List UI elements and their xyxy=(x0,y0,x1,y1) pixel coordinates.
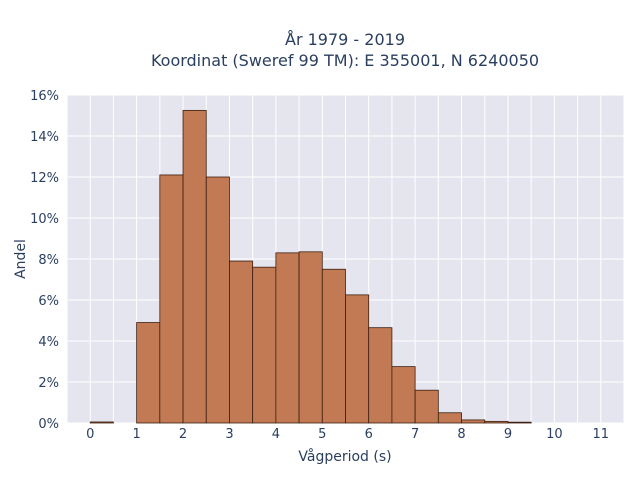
x-tick-label: 0 xyxy=(86,427,94,442)
histogram-bar xyxy=(437,412,462,424)
x-tick-label: 5 xyxy=(318,427,326,442)
histogram-bar xyxy=(136,322,161,424)
x-tick-label: 3 xyxy=(225,427,233,442)
histogram-bar xyxy=(345,294,370,424)
bars xyxy=(89,109,532,424)
y-tick-label: 16% xyxy=(30,89,59,104)
y-tick-label: 8% xyxy=(38,253,59,268)
y-tick-label: 12% xyxy=(30,171,59,186)
histogram-bar xyxy=(507,421,532,424)
histogram-bar xyxy=(275,252,300,424)
histogram-bar xyxy=(414,389,439,424)
histogram-bar xyxy=(484,420,509,424)
x-axis-ticks: 0 1 2 3 4 5 6 7 8 9 10 11 xyxy=(86,427,609,442)
x-tick-label: 11 xyxy=(593,427,610,442)
y-axis-title: Andel xyxy=(13,239,29,279)
y-tick-label: 4% xyxy=(38,335,59,350)
y-axis-ticks: 0% 2% 4% 6% 8% 10% 12% 14% 16% xyxy=(30,89,59,432)
x-tick-label: 10 xyxy=(546,427,563,442)
histogram-bar xyxy=(298,251,323,424)
y-tick-label: 6% xyxy=(38,294,59,309)
x-axis-title: Vågperiod (s) xyxy=(298,448,391,465)
x-tick-label: 2 xyxy=(179,427,187,442)
histogram-bar xyxy=(391,366,416,424)
x-tick-label: 4 xyxy=(272,427,280,442)
histogram-bar xyxy=(205,176,230,424)
x-tick-label: 9 xyxy=(504,427,512,442)
histogram-bar xyxy=(461,419,486,424)
y-tick-label: 10% xyxy=(30,212,59,227)
histogram-bar xyxy=(252,266,277,424)
histogram-bar xyxy=(159,174,184,424)
chart-title-line-1: År 1979 - 2019 xyxy=(285,30,405,49)
histogram-bar xyxy=(229,260,254,424)
chart-title-line-2: Koordinat (Sweref 99 TM): E 355001, N 62… xyxy=(151,51,539,70)
histogram-bar xyxy=(89,421,114,424)
x-tick-label: 7 xyxy=(411,427,419,442)
histogram-bar xyxy=(321,268,346,424)
y-tick-label: 0% xyxy=(38,417,59,432)
x-tick-label: 1 xyxy=(132,427,140,442)
y-tick-label: 2% xyxy=(38,376,59,391)
x-tick-label: 8 xyxy=(457,427,465,442)
x-tick-label: 6 xyxy=(365,427,373,442)
histogram-bar xyxy=(182,109,207,424)
histogram-bar xyxy=(368,327,393,424)
y-tick-label: 14% xyxy=(30,130,59,145)
